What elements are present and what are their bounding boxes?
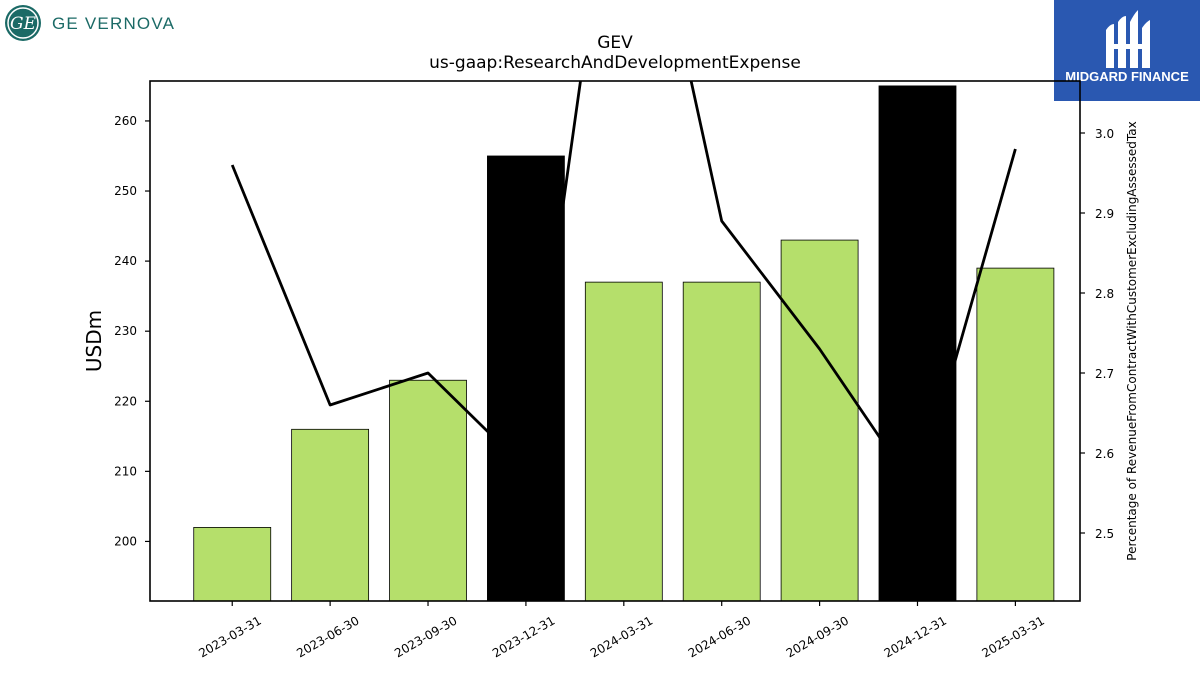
x-tick-label: 2024-03-31 [588,613,655,660]
y2-tick-label: 2.5 [1095,527,1114,541]
x-tick-label: 2024-06-30 [686,613,753,660]
bar-2024-09-30 [780,239,859,601]
y2-axis: 2.5 2.6 2.7 2.8 2.9 3.0 [1080,127,1114,541]
midgard-m-icon [1106,10,1150,68]
bar-2023-09-30 [389,379,467,601]
bar-2024-12-31 [878,85,957,601]
bar-2024-06-30 [682,281,761,601]
line-layer [230,81,1017,495]
y-axis: 200 210 220 230 240 250 260 [114,114,150,548]
bar-2023-06-30 [291,428,370,601]
y-tick-label: 260 [114,114,137,128]
y-tick-label: 220 [114,394,137,408]
x-axis: 2023-03-31 2023-06-30 2023-09-30 2023-12-31… [196,601,1047,660]
y2-axis-label: Percentage of RevenueFromContractWithCus… [1125,121,1139,560]
x-tick-label: 2025-03-31 [979,613,1046,660]
chart-title: GEV [597,33,633,53]
y2-tick-label: 2.8 [1095,287,1114,301]
svg-text:GE: GE [10,14,37,34]
y2-tick-label: 2.9 [1095,207,1114,221]
partner-logo: MIDGARD FINANCE [1054,0,1200,101]
bar-2025-03-31 [976,267,1055,601]
bar-2024-03-31 [584,281,663,601]
bar-2023-12-31 [487,155,565,601]
bars-layer [193,85,1055,601]
line-series [230,81,1017,495]
x-tick-label: 2023-09-30 [392,613,459,660]
y-tick-label: 240 [114,254,137,268]
company-logo-text: GE VERNOVA [52,14,175,33]
y-tick-label: 230 [114,324,137,338]
y-tick-label: 210 [114,464,137,478]
partner-logo-text: MIDGARD FINANCE [1065,69,1189,84]
x-tick-label: 2024-12-31 [882,613,949,660]
y-axis-label: USDm [82,310,106,372]
plot-frame [149,80,1081,602]
x-tick-label: 2023-12-31 [490,613,557,660]
x-tick-label: 2023-03-31 [196,613,263,660]
y2-tick-label: 2.6 [1095,447,1114,461]
y2-tick-label: 3.0 [1095,127,1114,141]
ge-monogram-icon: GE [5,5,41,41]
y-tick-label: 250 [114,184,137,198]
y-tick-label: 200 [114,534,137,548]
bar-2023-03-31 [193,527,272,601]
y2-tick-label: 2.7 [1095,367,1114,381]
x-tick-label: 2024-09-30 [784,613,851,660]
chart-subtitle: us-gaap:ResearchAndDevelopmentExpense [429,53,801,73]
company-logo: GE GE VERNOVA [4,4,204,44]
x-tick-label: 2023-06-30 [294,613,361,660]
